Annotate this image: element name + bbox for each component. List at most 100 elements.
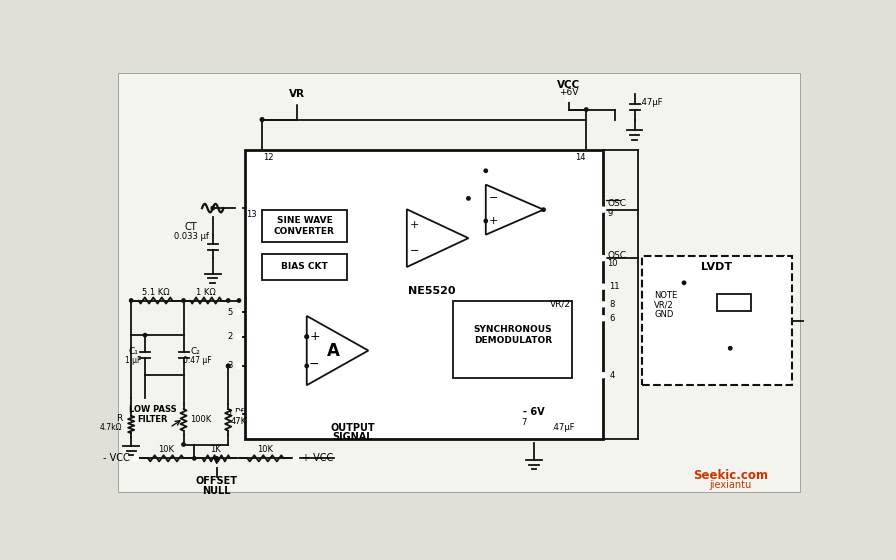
Text: 5: 5 bbox=[228, 307, 233, 316]
Text: +: + bbox=[409, 220, 419, 230]
Text: 0.47 µF: 0.47 µF bbox=[183, 356, 211, 365]
Circle shape bbox=[601, 316, 606, 320]
Text: OUTPUT: OUTPUT bbox=[331, 423, 375, 432]
Text: 9: 9 bbox=[607, 209, 612, 218]
Text: 14: 14 bbox=[575, 153, 585, 162]
Text: 2: 2 bbox=[228, 332, 233, 341]
Circle shape bbox=[566, 96, 571, 101]
Text: A: A bbox=[327, 342, 340, 360]
Text: NOTE: NOTE bbox=[654, 291, 677, 300]
Text: 6: 6 bbox=[609, 314, 615, 323]
Text: CT: CT bbox=[185, 222, 197, 232]
Circle shape bbox=[143, 333, 147, 337]
Text: OSC: OSC bbox=[607, 199, 626, 208]
Text: FILTER: FILTER bbox=[137, 414, 168, 423]
Circle shape bbox=[237, 206, 241, 211]
Text: VR: VR bbox=[289, 89, 305, 99]
Text: R: R bbox=[116, 414, 122, 423]
Circle shape bbox=[215, 456, 219, 460]
Circle shape bbox=[295, 99, 299, 104]
Circle shape bbox=[542, 208, 545, 211]
Circle shape bbox=[237, 412, 241, 416]
Text: 100K: 100K bbox=[190, 416, 211, 424]
Text: VR/2: VR/2 bbox=[550, 300, 572, 309]
Circle shape bbox=[531, 418, 536, 422]
Text: BIAS CKT: BIAS CKT bbox=[281, 262, 328, 271]
Text: SYNCHRONOUS: SYNCHRONOUS bbox=[473, 325, 552, 334]
Text: 47K: 47K bbox=[231, 417, 247, 426]
Text: +6V: +6V bbox=[559, 88, 578, 97]
Text: 1: 1 bbox=[228, 409, 233, 418]
Text: .47µF: .47µF bbox=[639, 98, 663, 107]
Circle shape bbox=[237, 299, 241, 302]
Text: LOW PASS: LOW PASS bbox=[129, 405, 177, 414]
Text: Rf: Rf bbox=[234, 408, 244, 417]
Text: 7: 7 bbox=[521, 418, 526, 427]
Text: 10K: 10K bbox=[257, 445, 273, 454]
Text: 1 KΩ: 1 KΩ bbox=[196, 287, 216, 297]
Text: GND: GND bbox=[654, 310, 674, 319]
Text: 4: 4 bbox=[609, 371, 615, 380]
Text: −: − bbox=[489, 193, 498, 203]
Text: - 6V: - 6V bbox=[523, 407, 545, 417]
Circle shape bbox=[467, 197, 470, 200]
Text: 1K: 1K bbox=[211, 445, 221, 454]
Circle shape bbox=[237, 363, 241, 368]
Circle shape bbox=[601, 284, 606, 289]
Circle shape bbox=[237, 310, 241, 314]
Text: VCC: VCC bbox=[557, 80, 581, 90]
Circle shape bbox=[227, 299, 230, 302]
Text: SIGNAL: SIGNAL bbox=[332, 432, 374, 442]
Bar bbox=[717, 295, 751, 311]
Text: 12: 12 bbox=[263, 153, 273, 162]
Circle shape bbox=[601, 373, 606, 377]
Text: DEMODULATOR: DEMODULATOR bbox=[474, 336, 552, 345]
Circle shape bbox=[305, 335, 308, 338]
Text: C₁: C₁ bbox=[128, 347, 138, 356]
Circle shape bbox=[305, 364, 308, 368]
Circle shape bbox=[237, 334, 241, 339]
Text: .47µF: .47µF bbox=[551, 423, 575, 432]
Text: 10: 10 bbox=[607, 259, 617, 268]
Text: jiexiantu: jiexiantu bbox=[709, 479, 752, 489]
Text: NE5520: NE5520 bbox=[408, 286, 455, 296]
Circle shape bbox=[601, 302, 606, 307]
Circle shape bbox=[193, 456, 196, 460]
Circle shape bbox=[305, 335, 308, 338]
Circle shape bbox=[484, 169, 487, 172]
Bar bbox=[263, 254, 347, 281]
Text: 4.7kΩ: 4.7kΩ bbox=[99, 423, 122, 432]
Circle shape bbox=[261, 118, 263, 122]
Circle shape bbox=[683, 281, 685, 284]
Text: 5.1 KΩ: 5.1 KΩ bbox=[142, 287, 169, 297]
Text: + VCC: + VCC bbox=[302, 454, 333, 463]
Text: 11: 11 bbox=[609, 282, 620, 291]
Circle shape bbox=[294, 456, 298, 461]
Circle shape bbox=[728, 347, 732, 350]
Circle shape bbox=[601, 256, 606, 260]
Text: NULL: NULL bbox=[202, 486, 231, 496]
Text: OFFSET: OFFSET bbox=[195, 477, 237, 487]
Bar bbox=[453, 301, 573, 377]
Circle shape bbox=[130, 299, 133, 302]
Circle shape bbox=[261, 118, 263, 122]
Circle shape bbox=[182, 443, 185, 446]
Text: OSC: OSC bbox=[607, 251, 626, 260]
Circle shape bbox=[134, 456, 138, 461]
Circle shape bbox=[584, 108, 588, 111]
Text: C₂: C₂ bbox=[190, 347, 200, 356]
Text: VR/2: VR/2 bbox=[654, 301, 674, 310]
Text: −: − bbox=[409, 246, 419, 256]
Circle shape bbox=[211, 207, 214, 210]
Text: CONVERTER: CONVERTER bbox=[274, 227, 335, 236]
Text: +: + bbox=[309, 330, 320, 343]
Text: Seekic.com: Seekic.com bbox=[693, 469, 768, 482]
Text: 10K: 10K bbox=[158, 445, 174, 454]
Text: 0.033 µf: 0.033 µf bbox=[174, 232, 209, 241]
Text: 1 µF: 1 µF bbox=[125, 356, 142, 365]
Text: 8: 8 bbox=[609, 300, 615, 309]
Text: −: − bbox=[309, 358, 320, 371]
Circle shape bbox=[484, 219, 487, 223]
Text: +: + bbox=[489, 216, 498, 226]
Circle shape bbox=[182, 299, 185, 302]
